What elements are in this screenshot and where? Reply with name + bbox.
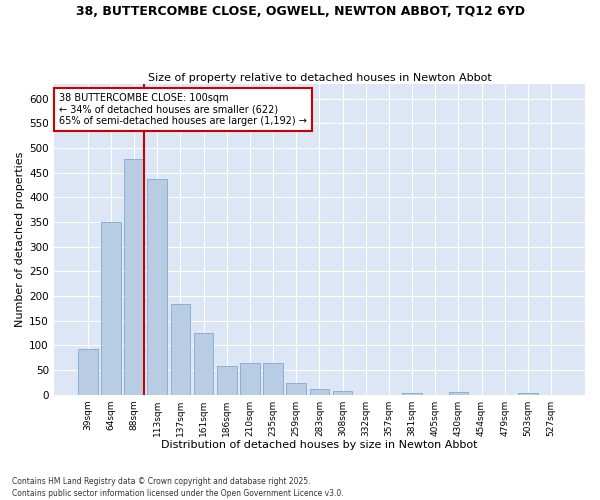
Title: Size of property relative to detached houses in Newton Abbot: Size of property relative to detached ho… <box>148 73 491 83</box>
Bar <box>449 392 468 394</box>
Bar <box>263 362 283 394</box>
Bar <box>217 366 236 394</box>
Text: 38 BUTTERCOMBE CLOSE: 100sqm
← 34% of detached houses are smaller (622)
65% of s: 38 BUTTERCOMBE CLOSE: 100sqm ← 34% of de… <box>59 93 307 126</box>
Bar <box>402 393 422 394</box>
Bar <box>240 362 260 394</box>
Bar <box>518 392 538 394</box>
Text: Contains HM Land Registry data © Crown copyright and database right 2025.
Contai: Contains HM Land Registry data © Crown c… <box>12 476 344 498</box>
Y-axis label: Number of detached properties: Number of detached properties <box>15 152 25 327</box>
Bar <box>286 383 306 394</box>
Text: 38, BUTTERCOMBE CLOSE, OGWELL, NEWTON ABBOT, TQ12 6YD: 38, BUTTERCOMBE CLOSE, OGWELL, NEWTON AB… <box>76 5 524 18</box>
Bar <box>333 391 352 394</box>
Bar <box>101 222 121 394</box>
X-axis label: Distribution of detached houses by size in Newton Abbot: Distribution of detached houses by size … <box>161 440 478 450</box>
Bar <box>310 389 329 394</box>
Bar <box>148 179 167 394</box>
Bar <box>194 333 214 394</box>
Bar <box>124 160 144 394</box>
Bar <box>170 304 190 394</box>
Bar <box>78 349 98 395</box>
